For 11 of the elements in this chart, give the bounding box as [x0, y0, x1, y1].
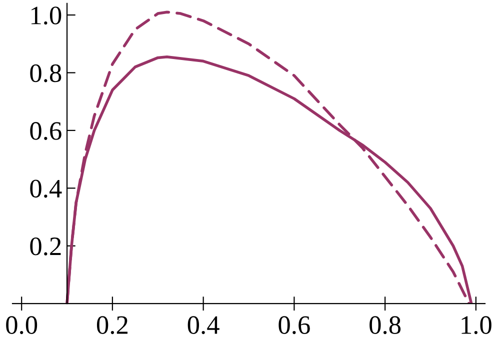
y-tick-label: 0.8 [30, 64, 62, 82]
x-tick-label: 0.0 [6, 316, 38, 334]
y-tick-label: 0.6 [30, 122, 62, 140]
x-tick-label: 1.0 [462, 316, 492, 334]
x-tick-label: 0.8 [370, 316, 401, 334]
y-tick-label: 0.4 [30, 180, 62, 198]
x-tick-label: 0.2 [96, 316, 128, 334]
y-tick-label: 1.0 [31, 6, 62, 25]
x-tick-label: 0.6 [278, 316, 310, 334]
x-tick-label: 0.4 [188, 316, 220, 334]
y-tick-label: 0.2 [30, 237, 61, 256]
